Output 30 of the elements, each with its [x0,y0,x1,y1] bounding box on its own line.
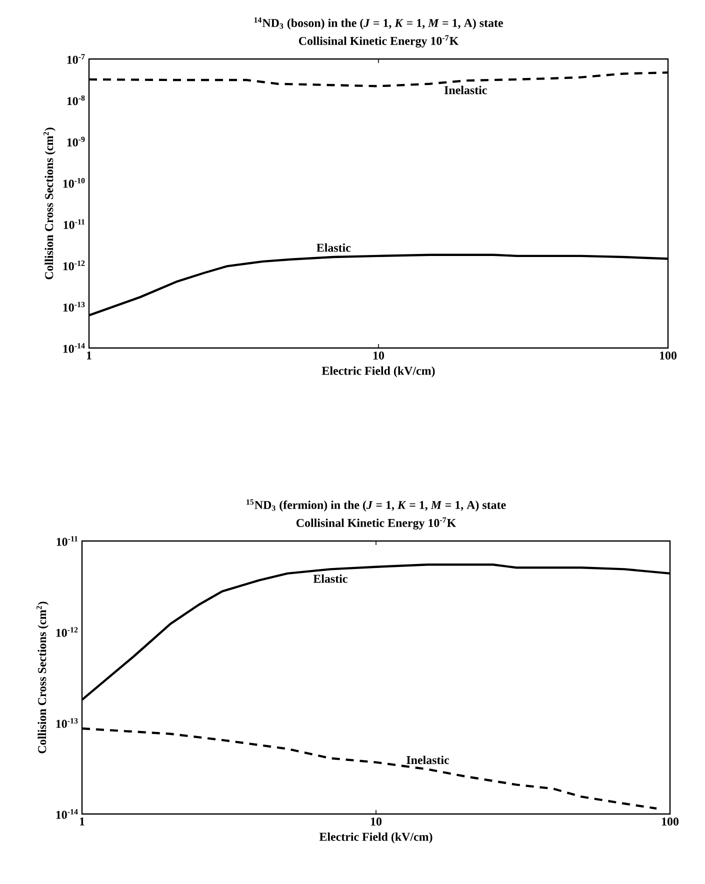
y-tick-label: 10$^{-12}$ [63,260,85,270]
y-tick-label: 10$^{-12}$ [56,627,78,637]
x-tick-label: 1 [86,352,92,360]
series-label: Elastic [313,574,348,583]
y-axis-title: Collision Cross Sections (cm$^{2}$) [36,602,49,754]
x-tick-label: 10 [370,818,382,826]
y-tick-label: 10$^{-9}$ [67,136,85,146]
y-tick-label: 10$^{-10}$ [63,178,85,188]
chart-title: $^{14}$ND$_{3}$ (boson) in the (J = 1, K = 1, M = 1, A) state [254,17,503,30]
x-axis-title: Electric Field (kV/cm) [322,366,435,378]
y-tick-label: 10$^{-11}$ [56,536,78,546]
y-tick-label: 10$^{-14}$ [63,343,85,353]
y-tick-label: 10$^{-13}$ [56,718,78,728]
x-tick-label: 100 [660,352,677,360]
y-tick-label: 10$^{-14}$ [56,809,78,819]
y-tick-label: 10$^{-11}$ [64,219,85,229]
y-tick-label: 10$^{-13}$ [63,302,85,312]
chart-subtitle: Collisinal Kinetic Energy 10$^{-7}$K [298,35,459,48]
chart-subtitle: Collisinal Kinetic Energy 10$^{-7}$K [296,517,456,530]
series-label: Inelastic [406,756,450,764]
y-tick-label: 10$^{-8}$ [67,95,85,106]
series-label: Elastic [316,243,351,252]
x-axis-title: Electric Field (kV/cm) [319,832,432,844]
series-label: Inelastic [444,86,487,94]
y-tick-label: 10$^{-7}$ [67,54,85,64]
y-axis-title: Collision Cross Sections (cm$^{2}$) [43,128,56,280]
x-tick-label: 10 [373,352,384,360]
chart-title: $^{15}$ND$_{3}$ (fermion) in the (J = 1, K = 1, M = 1, A) state [246,499,506,512]
x-tick-label: 100 [662,818,679,826]
x-tick-label: 1 [80,818,84,826]
